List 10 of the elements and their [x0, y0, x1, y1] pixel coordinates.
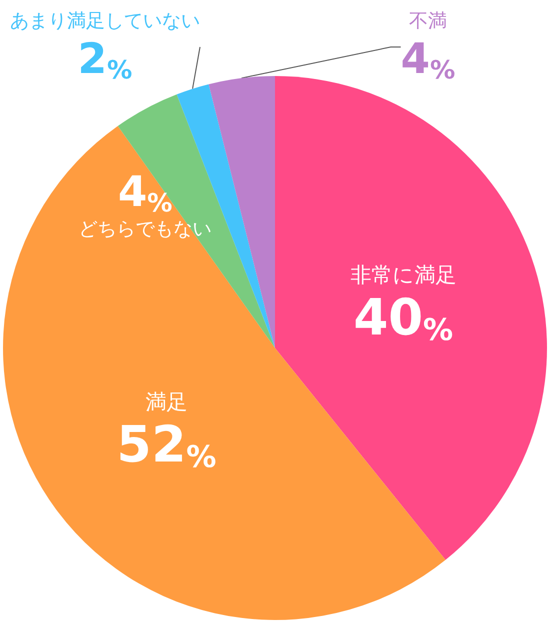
slice-label: どちらでもない	[78, 218, 212, 240]
slice-label: 不満	[409, 10, 447, 32]
data-label: 40%	[353, 288, 454, 348]
data-label: 2%	[78, 34, 132, 84]
slice-label: あまり満足していない	[10, 10, 200, 32]
data-label: 4%	[118, 167, 172, 218]
slice-label: 非常に満足	[350, 262, 456, 287]
slice-label: 満足	[145, 390, 188, 414]
data-label: 4%	[400, 34, 456, 84]
data-label: 52%	[116, 415, 216, 475]
